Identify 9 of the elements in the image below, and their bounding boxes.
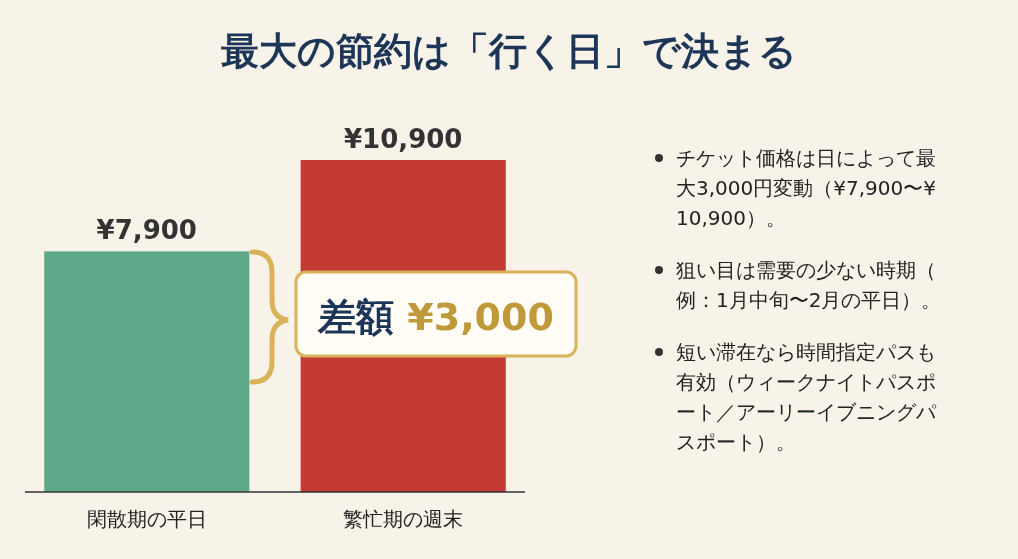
x-tick-label: 繁忙期の週末 xyxy=(343,507,464,531)
x-tick-label: 閑散期の平日 xyxy=(86,507,207,531)
data-label: ¥7,900 xyxy=(96,215,197,246)
text: 狙い目は需要の少ない時期（例：1月中旬〜2月の平日）。 xyxy=(676,258,942,312)
chart-title: 最大の節約は「行く日」で決まる xyxy=(221,29,797,73)
annotation: 差額 ¥3,000 xyxy=(317,295,554,339)
data-label: ¥10,900 xyxy=(343,124,463,154)
text: 短い滞在なら時間指定パスも有効（ウィークナイトパスポート／アーリーイブニングパスポート）。 xyxy=(676,340,937,454)
text: チケット価格は日によって最大3,000円変動（¥7,900〜¥10,900）。 xyxy=(676,146,936,230)
